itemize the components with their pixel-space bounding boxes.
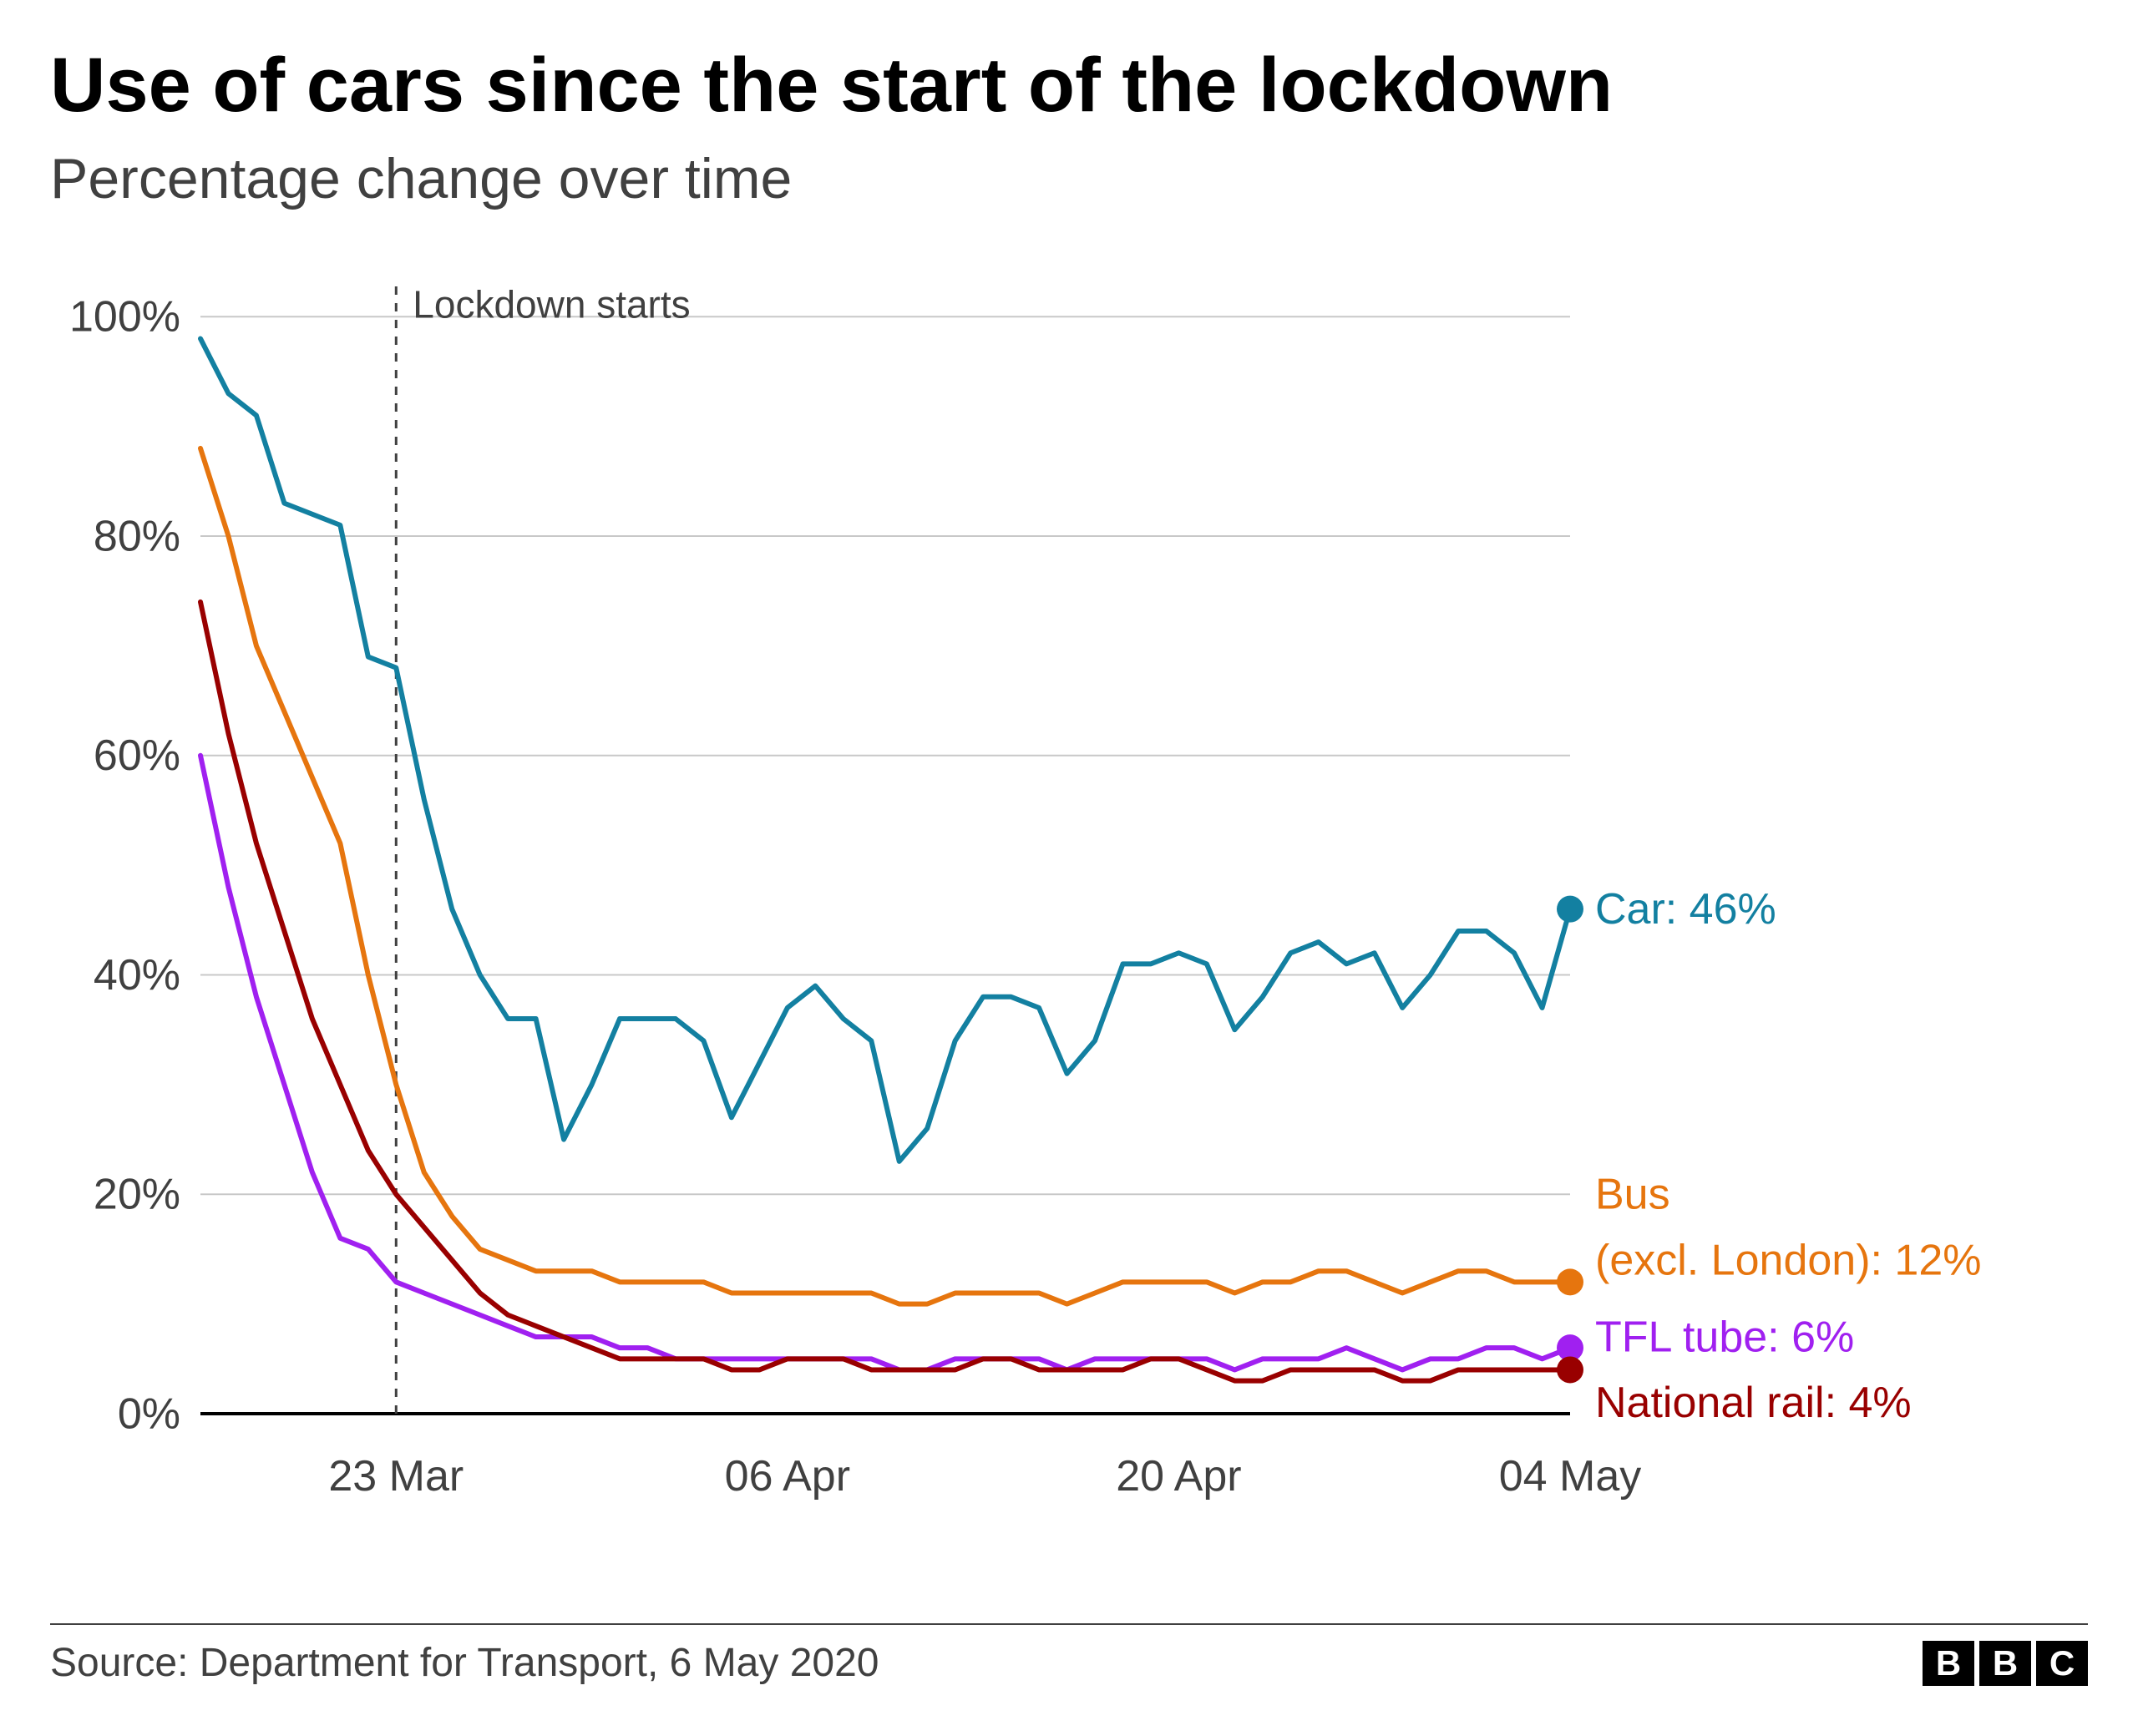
y-tick-label: 100%	[69, 293, 180, 342]
chart-footer: Source: Department for Transport, 6 May …	[50, 1623, 2088, 1686]
x-tick-label: 23 Mar	[328, 1452, 464, 1501]
series-label-rail: National rail: 4%	[1595, 1379, 1912, 1427]
series-line-bus	[200, 448, 1570, 1304]
series-label-tfl: TFL tube: 6%	[1595, 1313, 1854, 1361]
series-marker-national-rail	[1557, 1356, 1583, 1383]
y-tick-label: 20%	[94, 1171, 180, 1219]
lockdown-label: Lockdown starts	[413, 283, 690, 326]
y-tick-label: 0%	[118, 1389, 180, 1438]
bbc-logo-c: C	[2036, 1641, 2088, 1686]
series-marker-bus	[1557, 1268, 1583, 1295]
chart-container: Use of cars since the start of the lockd…	[0, 0, 2138, 1736]
chart-title: Use of cars since the start of the lockd…	[50, 42, 2088, 129]
chart-subtitle: Percentage change over time	[50, 146, 2088, 211]
series-marker-car	[1557, 896, 1583, 923]
bbc-logo-b2: B	[1979, 1641, 2031, 1686]
series-label-bus-2: (excl. London): 12%	[1595, 1236, 1982, 1284]
bbc-logo: B B C	[1923, 1641, 2088, 1686]
series-line-car	[200, 339, 1570, 1162]
source-text: Source: Department for Transport, 6 May …	[50, 1640, 879, 1686]
series-label-bus-1: Bus	[1595, 1171, 1670, 1219]
x-tick-label: 04 May	[1499, 1452, 1642, 1501]
x-tick-label: 06 Apr	[725, 1452, 850, 1501]
plot-area: 0% 20% 40% 60% 80% 100% Lockdown starts 23 Mar 0…	[50, 245, 2088, 1551]
x-tick-label: 20 Apr	[1116, 1452, 1241, 1501]
series-label-car: Car: 46%	[1595, 885, 1776, 934]
y-tick-label: 80%	[94, 512, 180, 560]
line-chart-svg: 0% 20% 40% 60% 80% 100% Lockdown starts 23 Mar 0…	[50, 245, 2088, 1547]
bbc-logo-b1: B	[1923, 1641, 1974, 1686]
y-tick-label: 60%	[94, 731, 180, 780]
y-tick-label: 40%	[94, 951, 180, 1000]
